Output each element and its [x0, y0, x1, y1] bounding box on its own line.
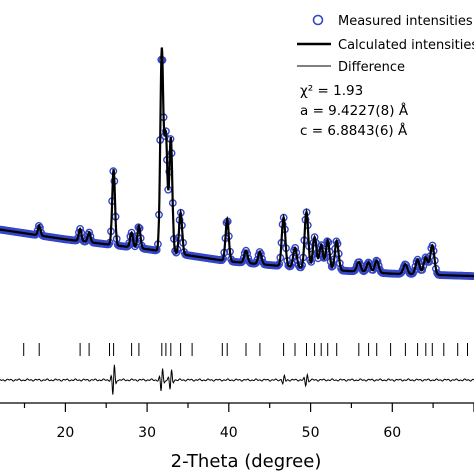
legend-calculated-label: Calculated intensities	[338, 38, 474, 53]
lattice-c-label: c = 6.8843(6) Å	[300, 122, 408, 139]
difference-series	[0, 364, 474, 395]
legend-measured-label: Measured intensities	[338, 14, 473, 29]
legend-measured-marker	[312, 14, 324, 26]
x-axis-title: 2-Theta (degree)	[171, 451, 322, 472]
x-tick-label: 50	[302, 425, 320, 441]
x-tick-label: 20	[56, 425, 74, 441]
legend: Measured intensities Calculated intensit…	[297, 14, 474, 75]
x-tick-label: 60	[383, 425, 401, 441]
refinement-stats: χ² = 1.93 a = 9.4227(8) Å c = 6.8843(6) …	[300, 83, 409, 139]
x-tick-label: 40	[220, 425, 238, 441]
x-axis-ticks: 20 30 40 50 60	[23, 403, 474, 441]
lattice-a-label: a = 9.4227(8) Å	[300, 102, 409, 119]
measured-series	[0, 55, 474, 280]
calculated-line	[0, 47, 474, 278]
bragg-tick-marks	[23, 343, 468, 356]
calculated-series	[0, 47, 474, 278]
difference-line	[0, 364, 474, 395]
x-tick-label: 30	[138, 425, 156, 441]
legend-difference-label: Difference	[338, 60, 405, 75]
chi-squared-label: χ² = 1.93	[300, 83, 363, 99]
